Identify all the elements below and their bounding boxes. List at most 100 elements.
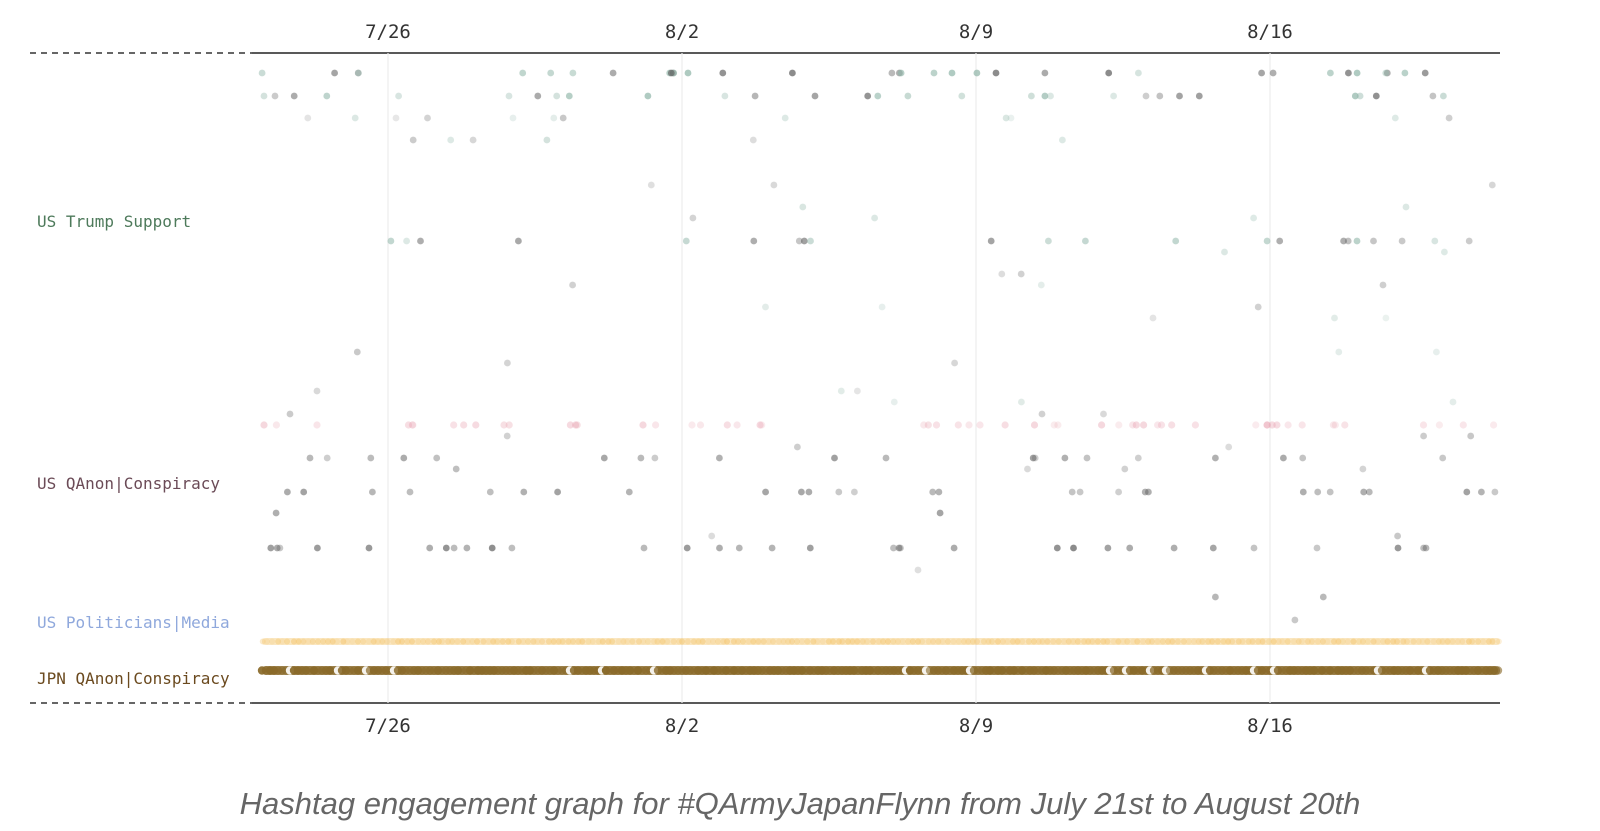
data-point: [1419, 421, 1428, 429]
data-point: [620, 638, 627, 645]
data-point: [895, 544, 903, 552]
data-point: [1424, 638, 1431, 645]
data-point: [1488, 181, 1496, 189]
data-point: [762, 303, 769, 311]
data-point: [629, 638, 636, 645]
data-point: [849, 638, 856, 645]
data-point: [320, 638, 327, 645]
data-point: [1275, 638, 1282, 645]
data-point: [932, 421, 941, 429]
data-point: [871, 214, 878, 222]
data-point: [1154, 421, 1162, 429]
data-point: [780, 638, 787, 645]
data-point: [360, 638, 367, 645]
data-point: [1324, 638, 1331, 645]
data-point: [1439, 638, 1446, 645]
data-point: [1384, 638, 1391, 645]
data-point: [1169, 638, 1176, 645]
x-tick-label-bottom: 8/2: [665, 715, 699, 737]
data-point: [1475, 638, 1482, 645]
data-point: [1030, 421, 1039, 429]
data-point: [1041, 92, 1049, 100]
data-point: [390, 638, 397, 645]
data-point: [1235, 638, 1242, 645]
data-point: [445, 638, 452, 645]
data-point: [1330, 638, 1337, 645]
data-point: [609, 69, 617, 77]
data-point: [835, 488, 843, 496]
data-point: [589, 638, 596, 645]
data-point: [1284, 638, 1291, 645]
data-point: [569, 281, 576, 289]
data-point: [365, 544, 373, 552]
data-point: [716, 454, 723, 462]
data-point: [1124, 638, 1131, 645]
data-point: [550, 114, 558, 122]
data-point: [1009, 638, 1016, 645]
data-point: [579, 638, 586, 645]
data-point: [1341, 421, 1349, 429]
data-point: [600, 454, 608, 462]
data-point: [472, 421, 480, 429]
data-point: [354, 69, 362, 77]
data-point: [272, 421, 280, 429]
data-point: [447, 136, 455, 144]
data-point: [1085, 638, 1092, 645]
data-point: [1335, 638, 1342, 645]
data-point: [749, 136, 757, 144]
data-point: [1225, 638, 1232, 645]
data-point: [1309, 638, 1316, 645]
data-point: [768, 544, 776, 552]
data-point: [499, 638, 506, 645]
data-point: [353, 348, 361, 356]
data-point: [334, 638, 341, 645]
data-point: [505, 92, 513, 100]
data-point: [315, 638, 322, 645]
data-point: [1024, 465, 1031, 473]
data-point: [550, 638, 557, 645]
data-point: [683, 544, 691, 552]
data-point: [1205, 638, 1212, 645]
data-point: [469, 136, 477, 144]
data-point: [1335, 348, 1343, 356]
data-point: [572, 421, 580, 429]
data-point: [1364, 638, 1371, 645]
data-point: [1263, 421, 1271, 429]
data-point: [1331, 421, 1339, 429]
data-point: [1394, 544, 1402, 552]
data-point: [525, 638, 532, 645]
data-point: [543, 136, 551, 144]
data-point: [1454, 638, 1461, 645]
data-point: [370, 638, 377, 645]
category-label: US QAnon|Conspiracy: [37, 474, 220, 493]
data-point: [284, 488, 291, 496]
data-point: [1299, 454, 1307, 462]
data-point: [1172, 237, 1180, 245]
data-point: [331, 69, 338, 77]
data-point: [290, 638, 297, 645]
data-point: [750, 638, 757, 645]
data-point: [781, 114, 789, 122]
data-point: [1490, 421, 1498, 429]
data-point: [654, 638, 661, 645]
data-point: [559, 114, 567, 122]
data-point: [864, 92, 872, 100]
data-point: [1126, 544, 1134, 552]
data-point: [854, 638, 861, 645]
data-point: [570, 638, 577, 645]
data-point: [724, 638, 731, 645]
data-point: [1214, 638, 1221, 645]
data-point: [670, 638, 677, 645]
category-label: JPN QAnon|Conspiracy: [37, 669, 230, 688]
data-point: [530, 638, 537, 645]
data-point: [1142, 92, 1150, 100]
data-point: [951, 359, 958, 367]
data-point: [313, 421, 321, 429]
data-point: [1394, 532, 1401, 540]
data-point: [682, 237, 690, 245]
data-point: [1258, 69, 1265, 77]
data-point: [1356, 92, 1364, 100]
data-point: [1459, 638, 1466, 645]
data-point: [392, 114, 400, 122]
data-point: [1467, 432, 1475, 440]
